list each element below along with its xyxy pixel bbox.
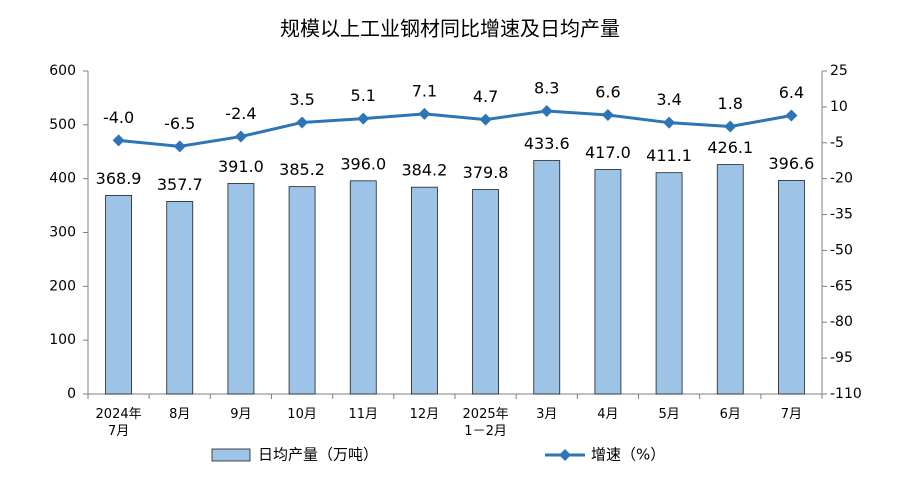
y2-tick-label: -110 (830, 386, 862, 402)
line-marker (663, 116, 676, 129)
x-tick-label: 3月 (536, 407, 557, 422)
bar (411, 186, 438, 395)
y2-tick-label: 10 (830, 99, 848, 115)
line-marker (112, 134, 125, 147)
line-value-label: 1.8 (718, 94, 743, 113)
bar-value-label: 433.6 (524, 134, 570, 153)
y2-tick-label: -35 (830, 207, 853, 223)
line-marker (296, 116, 309, 129)
y-tick-label: 200 (49, 278, 76, 294)
y-tick-label: 400 (49, 171, 76, 187)
x-tick-label: 11月 (348, 407, 378, 422)
bar-value-label: 417.0 (585, 143, 631, 162)
line-marker (357, 112, 370, 125)
x-tick-label: 9月 (230, 407, 251, 422)
y-tick-label: 600 (49, 63, 76, 79)
bar (472, 189, 499, 395)
bar-value-label: 384.2 (402, 161, 448, 180)
line-value-label: 5.1 (351, 86, 376, 105)
line-marker (479, 113, 492, 126)
bar-value-label: 379.8 (463, 163, 509, 182)
bar (533, 160, 561, 395)
line-value-label: 4.7 (473, 87, 498, 106)
bar (655, 172, 683, 395)
y2-tick-label: -50 (830, 242, 853, 258)
bar (227, 183, 255, 395)
bar-value-label: 385.2 (279, 160, 325, 179)
x-tick-label: 5月 (658, 407, 679, 422)
y-tick-label: 300 (49, 225, 76, 241)
legend-swatch (211, 448, 251, 462)
bar-value-label: 357.7 (157, 175, 203, 194)
x-tick-label: 2025年 1－2月 (463, 407, 509, 439)
bar-value-label: 396.0 (340, 154, 386, 173)
line-marker (540, 104, 553, 117)
legend-label: 日均产量（万吨） (258, 446, 378, 464)
x-tick-label: 2024年 7月 (96, 407, 142, 439)
y2-tick-label: 25 (830, 63, 848, 79)
x-tick-label: 8月 (169, 407, 190, 422)
bar-value-label: 368.9 (96, 169, 142, 188)
bar-value-label: 426.1 (707, 138, 753, 157)
line-value-label: 3.5 (289, 90, 314, 109)
y-tick-label: 500 (49, 117, 76, 133)
legend-label: 增速（%） (591, 446, 665, 464)
x-tick-label: 4月 (597, 407, 618, 422)
line-marker (418, 107, 431, 120)
line-value-label: -2.4 (225, 104, 256, 123)
chart-title: 规模以上工业钢材同比增速及日均产量 (280, 17, 620, 41)
bar-value-label: 411.1 (646, 146, 692, 165)
legend-swatch (559, 449, 571, 461)
y-tick-label: 100 (49, 332, 76, 348)
line-value-label: -6.5 (164, 114, 195, 133)
bar (594, 169, 622, 395)
bar (778, 180, 805, 395)
y2-tick-label: -65 (830, 278, 853, 294)
line-value-label: 6.4 (779, 83, 804, 102)
line-marker (724, 120, 737, 133)
line (118, 109, 792, 148)
bar (288, 186, 316, 395)
line-value-label: 3.4 (656, 90, 681, 109)
bar (716, 164, 744, 395)
x-tick-label: 7月 (781, 407, 802, 422)
bar-value-label: 396.6 (769, 154, 815, 173)
line-value-label: 6.6 (595, 83, 620, 102)
line-marker (601, 109, 614, 122)
y2-tick-label: -80 (830, 314, 853, 330)
bar-value-label: 391.0 (218, 157, 264, 176)
x-tick-label: 6月 (720, 407, 741, 422)
bar (349, 180, 377, 395)
line-marker (234, 130, 247, 143)
line-value-label: -4.0 (103, 108, 134, 127)
bar (166, 201, 194, 395)
line-value-label: 7.1 (412, 81, 437, 100)
line-marker (173, 140, 186, 153)
line-marker (785, 109, 798, 122)
y2-tick-label: -20 (830, 171, 853, 187)
y-tick-label: 0 (67, 386, 76, 402)
bar (105, 195, 132, 395)
y2-tick-label: -95 (830, 350, 853, 366)
line-value-label: 8.3 (534, 78, 559, 97)
x-tick-label: 10月 (287, 407, 317, 422)
x-tick-label: 12月 (410, 407, 440, 422)
y2-tick-label: -5 (830, 135, 844, 151)
